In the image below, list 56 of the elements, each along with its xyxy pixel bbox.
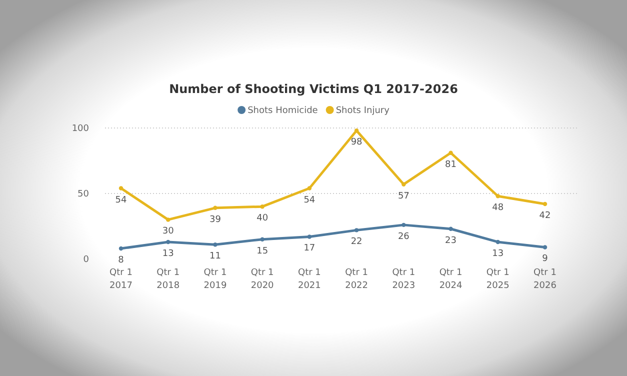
point (448, 226, 453, 231)
data-label: 39 (209, 214, 222, 225)
data-label: 13 (162, 248, 174, 259)
legend-label: Shots Injury (336, 106, 390, 116)
data-label: 17 (304, 244, 316, 254)
data-label: 26 (398, 232, 410, 242)
x-tick-label: Qtr 1 2021 (298, 268, 321, 291)
data-label: 15 (256, 246, 268, 256)
x-tick-label: Qtr 1 2026 (534, 268, 557, 291)
x-tick-label: Qtr 1 2024 (439, 268, 463, 291)
data-label: 30 (162, 226, 174, 237)
data-label: 8 (118, 256, 124, 266)
point (260, 204, 264, 209)
point (213, 206, 218, 210)
y-tick-label: 0 (83, 254, 90, 265)
y-tick-label: 100 (72, 124, 90, 134)
point (402, 182, 406, 186)
point (307, 234, 312, 239)
data-label: 81 (445, 160, 457, 170)
point (542, 202, 548, 206)
point (166, 240, 170, 244)
x-tick-label: Qtr 1 2022 (345, 268, 368, 291)
point (354, 128, 359, 133)
data-label: 40 (256, 214, 268, 224)
data-label: 54 (115, 195, 127, 206)
data-label: 42 (539, 210, 551, 221)
chart-title: Number of Shooting Victims Q1 2017-2026 (169, 82, 458, 96)
x-tick-label: Qtr 1 2018 (156, 268, 180, 291)
point (307, 186, 312, 190)
y-tick-label: 50 (78, 189, 90, 200)
point (402, 222, 406, 228)
data-label: 23 (445, 236, 457, 246)
data-label: 22 (350, 237, 362, 248)
point (260, 237, 264, 242)
x-tick-label: Qtr 1 2017 (110, 268, 132, 291)
point (354, 228, 359, 232)
legend-label: Shots Homicide (248, 106, 318, 116)
x-tick-label: Qtr 1 2025 (486, 268, 510, 291)
point (496, 194, 500, 198)
data-label: 13 (492, 248, 504, 259)
data-label: 9 (542, 254, 548, 264)
point (118, 246, 124, 251)
point (118, 186, 124, 190)
x-tick-label: Qtr 1 2023 (392, 268, 416, 291)
point (496, 240, 500, 244)
x-tick-label: Qtr 1 2019 (204, 268, 227, 291)
data-label: 98 (350, 138, 363, 148)
x-tick-label: Qtr 1 2020 (250, 268, 274, 291)
point (448, 150, 453, 155)
data-label: 54 (304, 195, 316, 206)
data-label: 48 (492, 203, 504, 214)
data-label: 11 (209, 252, 221, 262)
data-label: 57 (398, 191, 410, 202)
point (166, 218, 170, 222)
point (213, 242, 218, 247)
point (542, 245, 548, 250)
